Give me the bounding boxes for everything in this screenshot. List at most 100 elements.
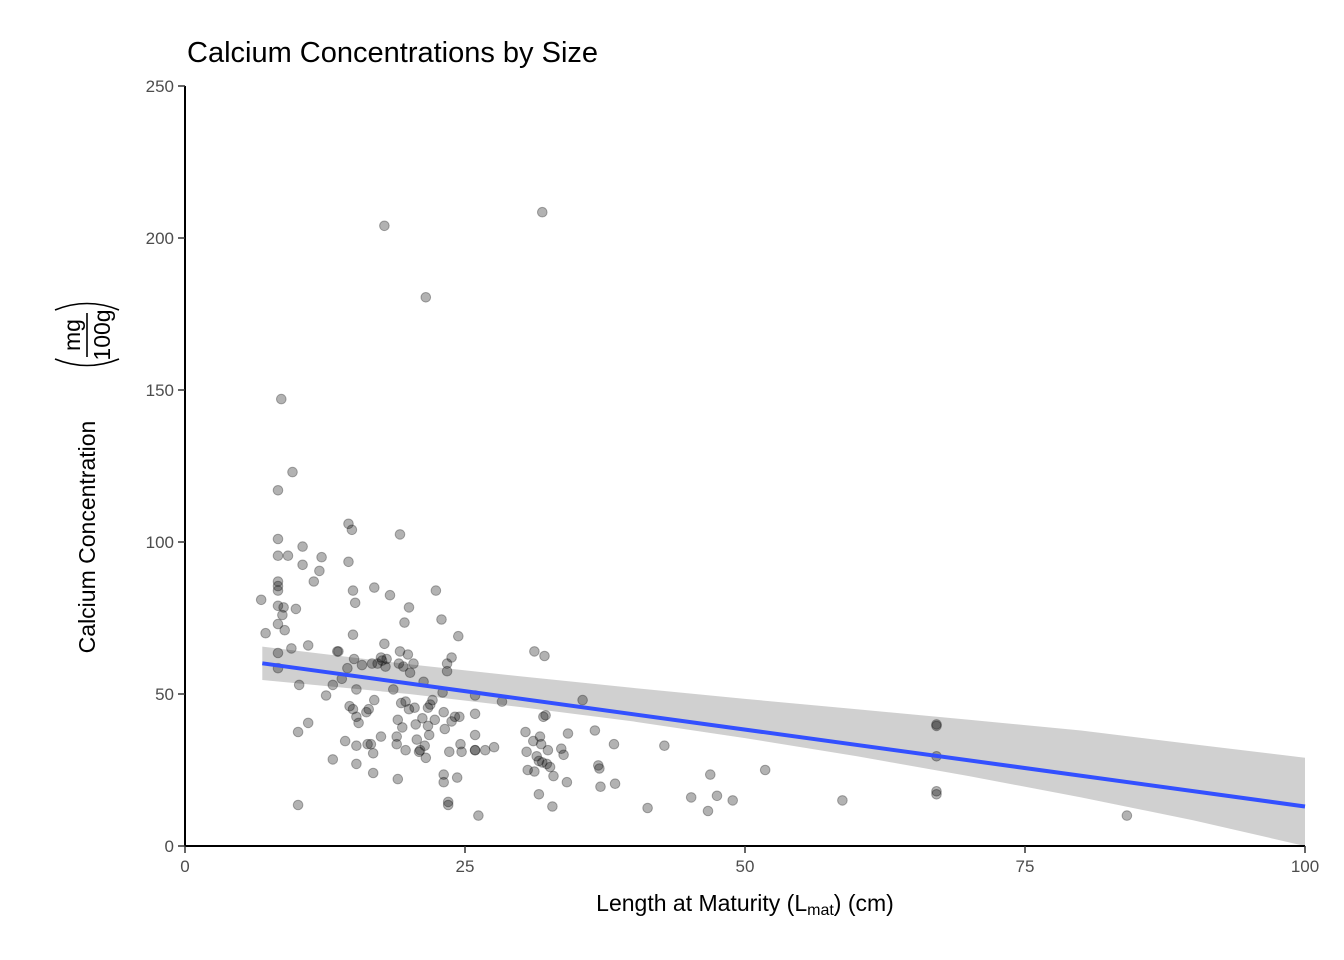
data-point (290, 603, 302, 615)
data-point (279, 624, 291, 636)
data-point (302, 640, 314, 651)
data-point (397, 722, 408, 733)
data-point (479, 744, 491, 756)
data-point (393, 658, 405, 669)
data-point (446, 652, 457, 663)
data-point (533, 789, 545, 800)
confidence-band (262, 646, 1305, 846)
x-tick-label: 25 (456, 857, 475, 876)
data-point (429, 714, 441, 726)
data-point (332, 646, 343, 657)
data-point (287, 466, 298, 478)
data-point (260, 627, 271, 639)
x-tick-label: 50 (736, 857, 755, 876)
y-unit-denominator: 100g (89, 309, 115, 360)
axes: 0 25 50 75 100 0 50 100 150 200 250 (146, 77, 1320, 876)
data-point (408, 658, 419, 669)
data-point (441, 665, 453, 677)
data-point (442, 796, 454, 808)
data-point (593, 760, 604, 771)
data-point (534, 731, 546, 742)
data-point (544, 761, 556, 773)
data-point (522, 764, 534, 776)
data-point (837, 795, 848, 806)
data-point (276, 393, 287, 405)
y-tick-label: 0 (165, 837, 174, 856)
data-point (414, 744, 426, 756)
points-layer (255, 206, 1133, 821)
x-tick-label: 75 (1016, 857, 1035, 876)
data-point (1121, 810, 1133, 821)
data-point (423, 729, 435, 741)
data-point (272, 580, 284, 592)
data-point (297, 559, 308, 571)
data-point (394, 529, 406, 540)
data-point (537, 757, 548, 768)
data-point (351, 684, 362, 695)
data-point (356, 659, 368, 671)
data-point (400, 696, 411, 707)
data-point (469, 708, 481, 720)
data-point (558, 749, 569, 761)
data-point (349, 597, 361, 609)
data-point (547, 801, 558, 812)
x-axis-title-prefix: Length at Maturity (L (596, 890, 807, 916)
data-point (380, 661, 391, 672)
data-point (379, 638, 390, 650)
data-point (539, 650, 550, 662)
data-point (759, 764, 771, 776)
data-point (327, 754, 339, 765)
data-point (361, 706, 372, 718)
data-point (442, 799, 454, 811)
x-axis-ticks: 0 25 50 75 100 (180, 846, 1319, 876)
data-point (333, 646, 344, 657)
data-point (381, 653, 392, 665)
data-point (702, 805, 714, 817)
data-point (277, 609, 288, 621)
data-point (446, 716, 457, 727)
data-point (456, 746, 467, 758)
data-point (384, 589, 396, 601)
data-point (353, 717, 364, 729)
data-point (376, 655, 388, 666)
data-point (339, 735, 351, 747)
data-point (454, 711, 465, 723)
data-point (427, 694, 438, 706)
data-point (399, 617, 410, 628)
y-tick-label: 150 (146, 381, 174, 400)
x-tick-label: 100 (1291, 857, 1319, 876)
data-point (589, 725, 601, 736)
data-point (403, 703, 415, 715)
data-point (272, 533, 284, 545)
data-point (419, 740, 431, 752)
data-point (255, 594, 267, 606)
data-point (541, 758, 553, 770)
data-point (347, 629, 359, 641)
data-point (453, 630, 464, 642)
data-point (320, 690, 332, 701)
data-point (413, 746, 425, 758)
data-point (711, 790, 723, 802)
data-point (351, 758, 362, 770)
data-point (343, 518, 354, 530)
data-point (363, 703, 375, 715)
data-point (342, 662, 353, 674)
data-point (430, 585, 442, 596)
x-tick-label: 0 (180, 857, 189, 876)
data-point (521, 746, 532, 758)
data-point (425, 699, 436, 710)
data-point (473, 810, 484, 821)
data-point (398, 661, 409, 672)
data-point (659, 740, 670, 752)
data-point (441, 658, 453, 669)
data-point (366, 658, 378, 669)
data-point (392, 773, 404, 785)
y-tick-label: 50 (155, 685, 174, 704)
y-tick-label: 250 (146, 77, 174, 96)
data-point (642, 802, 653, 814)
data-point (531, 751, 543, 762)
trend-layer (262, 661, 1306, 809)
data-point (365, 738, 377, 750)
data-point (347, 585, 359, 596)
